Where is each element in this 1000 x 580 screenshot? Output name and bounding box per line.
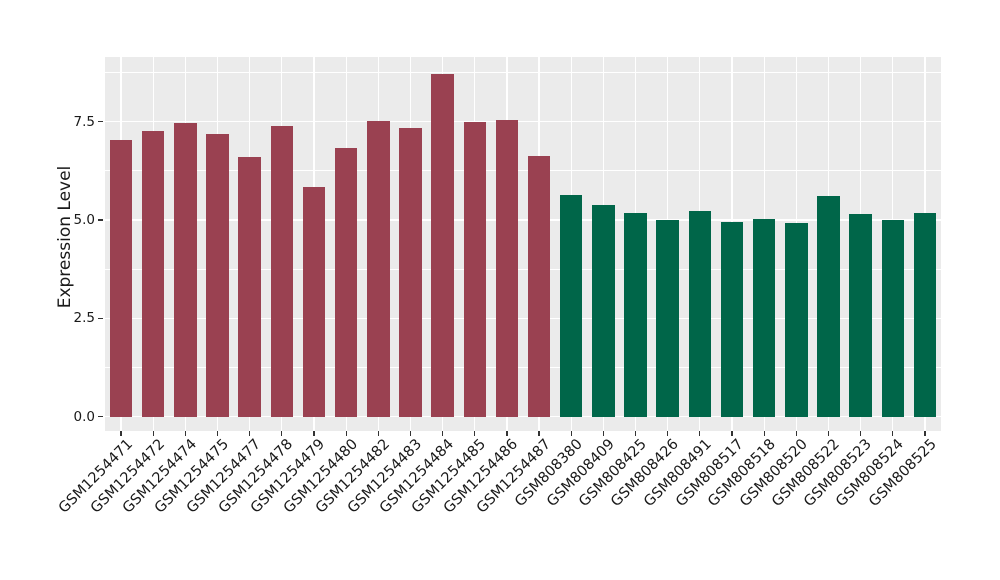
bar — [206, 134, 229, 417]
bar — [527, 156, 551, 417]
x-tick-mark — [795, 431, 797, 436]
bar — [720, 222, 744, 417]
bar — [656, 220, 679, 417]
gridline-major — [105, 121, 941, 123]
y-axis-tick-label: 7.5 — [73, 113, 95, 130]
x-tick-mark — [474, 431, 476, 436]
bar — [399, 127, 422, 417]
x-tick-mark — [184, 431, 186, 436]
plot-panel — [105, 57, 941, 431]
y-axis-tick-label: 5.0 — [73, 212, 95, 229]
x-tick-mark — [345, 431, 347, 436]
x-tick-mark — [892, 431, 894, 436]
x-tick-mark — [634, 431, 637, 436]
y-tick-mark — [97, 219, 103, 221]
x-tick-mark — [152, 431, 154, 436]
bar — [913, 213, 937, 417]
bar — [431, 74, 454, 417]
bar — [109, 140, 133, 417]
x-tick-mark — [538, 431, 540, 436]
x-tick-mark — [442, 431, 444, 436]
bar — [817, 195, 840, 417]
bar — [334, 148, 358, 417]
bar — [752, 218, 776, 417]
bar — [785, 223, 808, 417]
x-tick-mark — [924, 431, 926, 436]
x-tick-mark — [249, 431, 251, 436]
bar — [881, 220, 904, 417]
gridline-major — [105, 416, 941, 418]
y-axis-title: Expression Level — [55, 165, 75, 309]
x-tick-mark — [506, 431, 508, 436]
bar — [270, 126, 294, 417]
x-tick-mark — [313, 431, 315, 436]
y-tick-mark — [97, 317, 103, 319]
x-tick-mark — [281, 431, 283, 436]
bar — [302, 186, 326, 417]
bar — [688, 211, 712, 417]
x-tick-mark — [120, 431, 122, 436]
gridline-minor — [105, 367, 941, 368]
x-tick-mark — [763, 431, 765, 436]
bar — [592, 205, 615, 417]
gridline-minor — [105, 170, 941, 172]
bar — [849, 214, 872, 417]
y-tick-mark — [97, 121, 103, 123]
gridline-major — [105, 317, 941, 320]
x-tick-mark — [731, 431, 733, 436]
x-tick-mark — [827, 431, 830, 436]
x-tick-mark — [699, 431, 701, 436]
bar — [174, 123, 197, 417]
y-axis-tick-label: 0.0 — [73, 408, 95, 425]
gridline-major — [105, 219, 941, 221]
bar — [463, 122, 486, 417]
x-tick-mark — [667, 431, 669, 436]
x-tick-mark — [409, 431, 412, 436]
bar — [367, 120, 390, 417]
x-tick-mark — [216, 431, 219, 436]
bar — [624, 212, 647, 417]
bar — [559, 194, 583, 417]
bar — [495, 120, 519, 417]
x-tick-mark — [570, 431, 572, 436]
x-tick-mark — [860, 431, 862, 436]
gridline-minor — [105, 72, 941, 73]
bar — [141, 130, 165, 417]
y-axis-tick-label: 2.5 — [73, 310, 95, 327]
x-tick-mark — [377, 431, 379, 436]
x-tick-mark — [602, 431, 604, 436]
gridline-minor — [105, 268, 941, 270]
bar — [238, 156, 261, 417]
y-tick-mark — [97, 416, 103, 418]
